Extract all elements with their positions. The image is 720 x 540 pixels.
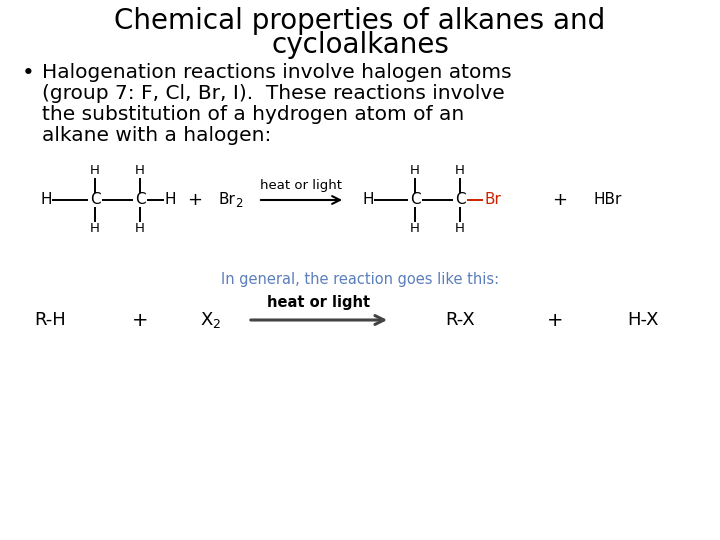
Text: cycloalkanes: cycloalkanes: [271, 31, 449, 59]
Text: 2: 2: [212, 318, 220, 330]
Text: H: H: [455, 165, 465, 178]
Text: H: H: [40, 192, 52, 207]
Text: +: +: [546, 310, 563, 329]
Text: (group 7: F, Cl, Br, I).  These reactions involve: (group 7: F, Cl, Br, I). These reactions…: [42, 84, 505, 103]
Text: H: H: [90, 165, 100, 178]
Text: •: •: [22, 63, 35, 83]
Text: Br: Br: [218, 192, 235, 207]
Text: C: C: [410, 192, 420, 207]
Text: heat or light: heat or light: [261, 179, 343, 192]
Text: Br: Br: [485, 192, 502, 207]
Text: alkane with a halogen:: alkane with a halogen:: [42, 126, 271, 145]
Text: X: X: [200, 311, 212, 329]
Text: +: +: [132, 310, 148, 329]
Text: C: C: [90, 192, 100, 207]
Text: HBr: HBr: [594, 192, 622, 207]
Text: the substitution of a hydrogen atom of an: the substitution of a hydrogen atom of a…: [42, 105, 464, 124]
Text: +: +: [187, 191, 202, 209]
Text: H: H: [90, 222, 100, 235]
Text: C: C: [455, 192, 465, 207]
Text: H: H: [362, 192, 374, 207]
Text: +: +: [552, 191, 567, 209]
Text: H: H: [455, 222, 465, 235]
Text: R-X: R-X: [445, 311, 475, 329]
Text: In general, the reaction goes like this:: In general, the reaction goes like this:: [221, 272, 499, 287]
Text: heat or light: heat or light: [267, 295, 371, 310]
Text: H: H: [410, 165, 420, 178]
Text: H: H: [135, 222, 145, 235]
Text: Chemical properties of alkanes and: Chemical properties of alkanes and: [114, 7, 606, 35]
Text: H: H: [164, 192, 176, 207]
Text: R-H: R-H: [34, 311, 66, 329]
Text: C: C: [135, 192, 145, 207]
Text: H-X: H-X: [627, 311, 659, 329]
Text: 2: 2: [235, 197, 243, 210]
Text: H: H: [410, 222, 420, 235]
Text: Halogenation reactions involve halogen atoms: Halogenation reactions involve halogen a…: [42, 63, 512, 82]
Text: H: H: [135, 165, 145, 178]
